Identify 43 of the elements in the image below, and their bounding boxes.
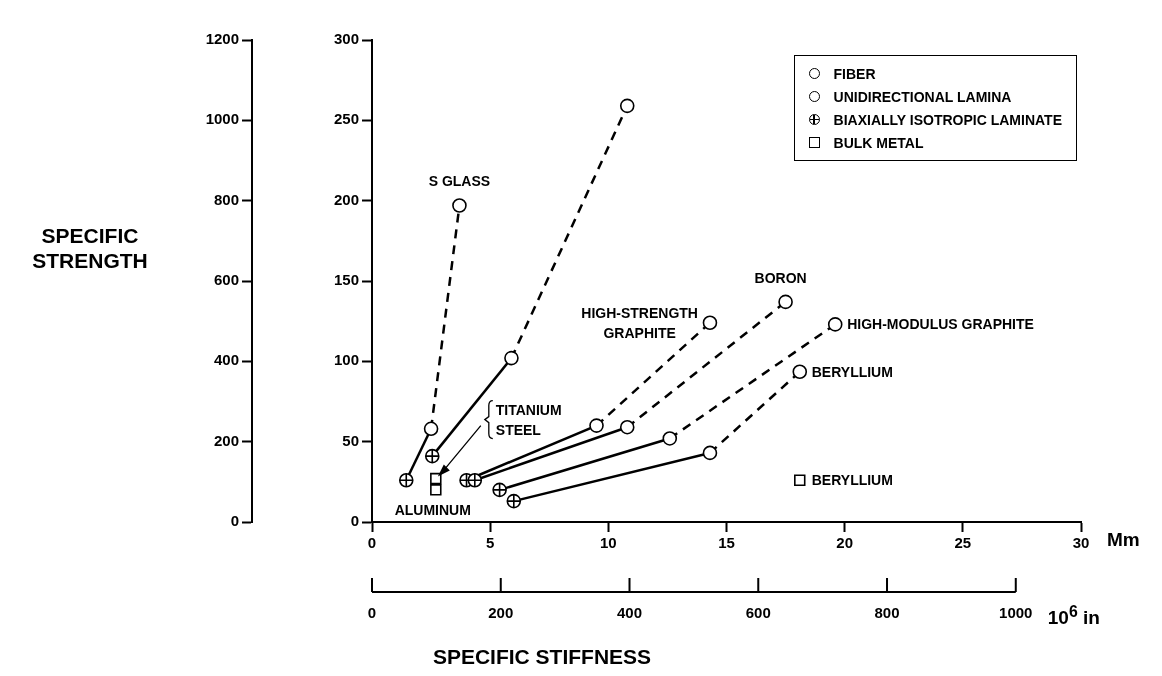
annotation: HIGH-STRENGTH GRAPHITE: [581, 303, 698, 343]
annotation: TITANIUM STEEL: [495, 400, 562, 440]
x2-tick-label: 200: [488, 603, 514, 621]
y-tick-label: 50: [342, 431, 359, 449]
x2-tick-label: 0: [367, 603, 377, 621]
y-tick-label: 300: [333, 30, 359, 48]
y2-tick-label: 1200: [205, 30, 239, 48]
x-tick-label: 10: [599, 534, 617, 552]
x-tick-label: 25: [954, 534, 972, 552]
y2-tick-label: 400: [213, 351, 239, 369]
text: 10$^{6}$ in: [1047, 602, 1100, 629]
x2-tick-label: 400: [616, 603, 643, 621]
x2-tick-label: 1000: [999, 603, 1033, 621]
y-tick-label: 150: [333, 271, 359, 289]
y2-tick-label: 200: [213, 431, 239, 449]
x-tick-label: 0: [367, 534, 377, 552]
y2-tick-label: 0: [230, 512, 239, 530]
y2-axis-title: SPECIFIC STRENGTH: [31, 223, 149, 274]
legend-label: BULK METAL: [833, 134, 924, 151]
x-tick-label: 20: [836, 534, 854, 552]
x-tick-label: 5: [485, 534, 495, 552]
legend-label: UNIDIRECTIONAL LAMINA: [833, 88, 1012, 105]
x-tick-label: 15: [718, 534, 735, 552]
annotation: BERYLLIUM: [811, 362, 893, 382]
y-tick-label: 200: [333, 190, 359, 208]
y-tick-label: 100: [333, 351, 359, 369]
legend-label: BIAXIALLY ISOTROPIC LAMINATE: [833, 111, 1062, 128]
annotation: BORON: [754, 268, 807, 288]
x2-tick-label: 800: [874, 603, 900, 621]
annotation: S GLASS: [428, 172, 491, 192]
y2-tick-label: 800: [213, 190, 239, 208]
annotation: BERYLLIUM: [811, 471, 893, 491]
annotation: HIGH-MODULUS GRAPHITE: [847, 315, 1034, 335]
legend-label: FIBER: [833, 65, 876, 82]
text: Mm: [1107, 529, 1140, 550]
x2-tick-label: 600: [745, 603, 771, 621]
x-tick-label: 30: [1072, 534, 1090, 552]
y-tick-label: 0: [350, 512, 359, 530]
y-tick-label: 250: [333, 110, 359, 128]
annotation: ALUMINUM: [394, 500, 471, 520]
x-axis-title: SPECIFIC STIFFNESS: [431, 644, 653, 669]
y2-tick-label: 1000: [205, 110, 239, 128]
y2-tick-label: 600: [213, 271, 239, 289]
